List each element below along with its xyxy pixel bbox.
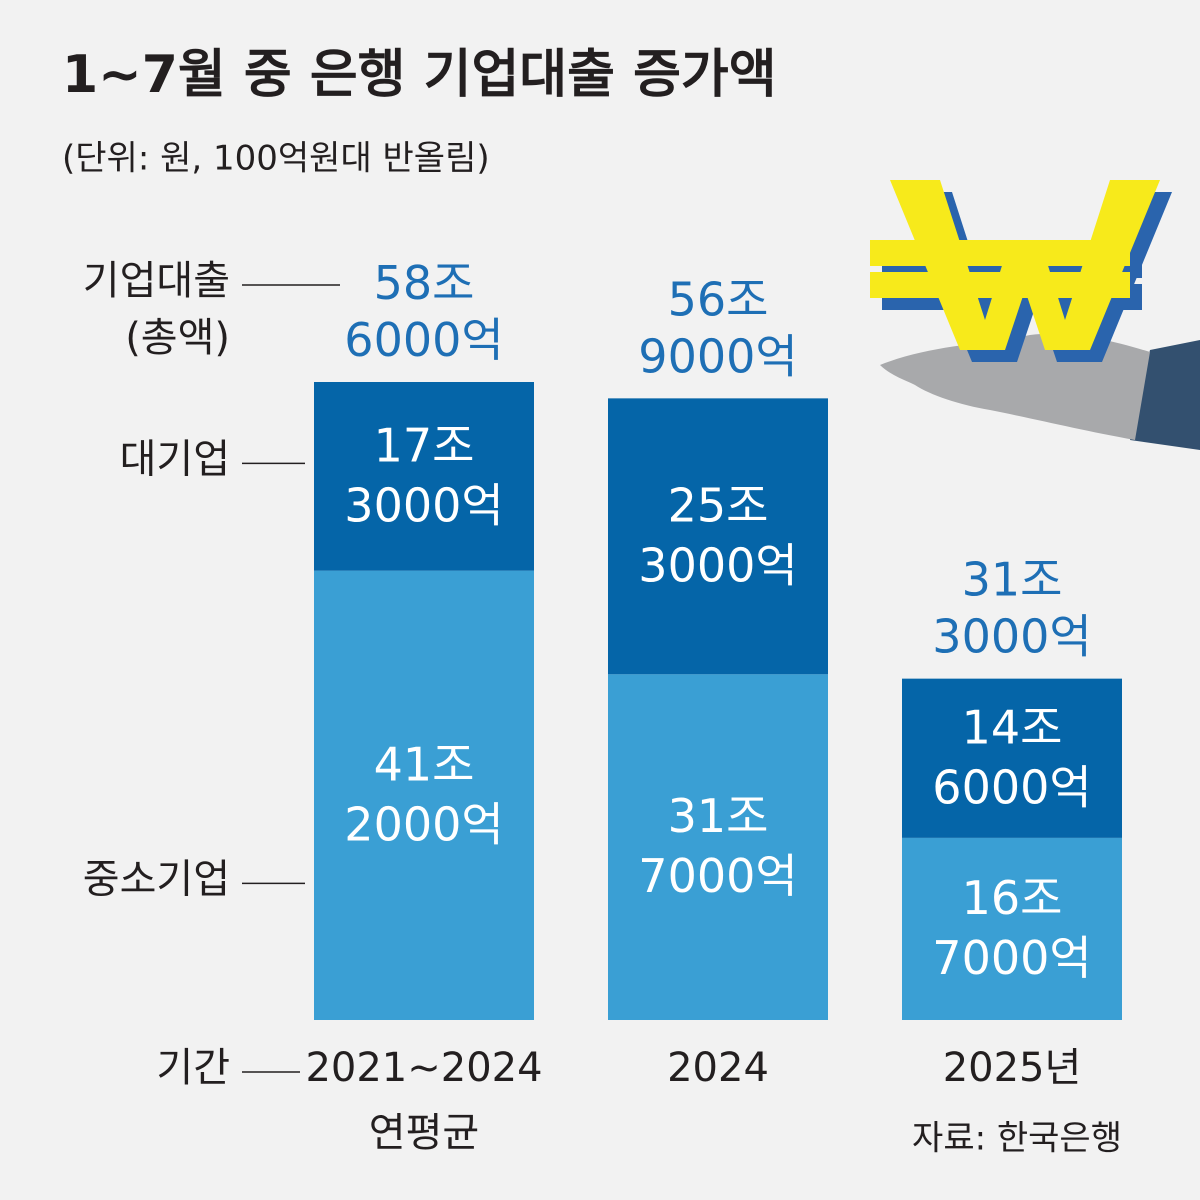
value-label: 16조 7000억 [932, 870, 1091, 984]
total-value-label: 31조 3000억 [932, 552, 1091, 663]
x-tick-label: 2025년 [943, 1045, 1082, 1091]
bar-segment [608, 674, 828, 1020]
source: 자료: 한국은행 [912, 1119, 1122, 1159]
total-value-label: 58조 6000억 [344, 256, 503, 367]
bar-segment [902, 837, 1122, 1020]
bar-segment [902, 678, 1122, 838]
x-tick-label: 2021~2024 연평균 [305, 1045, 542, 1156]
bar-segment [314, 382, 534, 571]
bar-segment [608, 398, 828, 675]
bar-segment [314, 570, 534, 1020]
value-label: 31조 7000억 [638, 789, 797, 903]
x-tick-label: 2024 [667, 1045, 769, 1091]
value-label: 14조 6000억 [932, 700, 1091, 814]
x-axis-label: 기간 [156, 1045, 230, 1091]
legend-label: 중소기업 [83, 856, 230, 902]
won-illustration [870, 180, 1200, 450]
legend-label: 대기업 [120, 436, 230, 482]
sleeve [1130, 340, 1200, 450]
total-label: 기업대출 (총액) [83, 258, 230, 361]
value-label: 25조 3000억 [638, 478, 797, 592]
chart-subtitle: (단위: 원, 100억원대 반올림) [62, 139, 490, 179]
total-value-label: 56조 9000억 [638, 272, 797, 383]
chart-title: 1~7월 중 은행 기업대출 증가액 [62, 45, 777, 105]
value-label: 17조 3000억 [344, 418, 503, 532]
value-label: 41조 2000억 [344, 737, 503, 851]
